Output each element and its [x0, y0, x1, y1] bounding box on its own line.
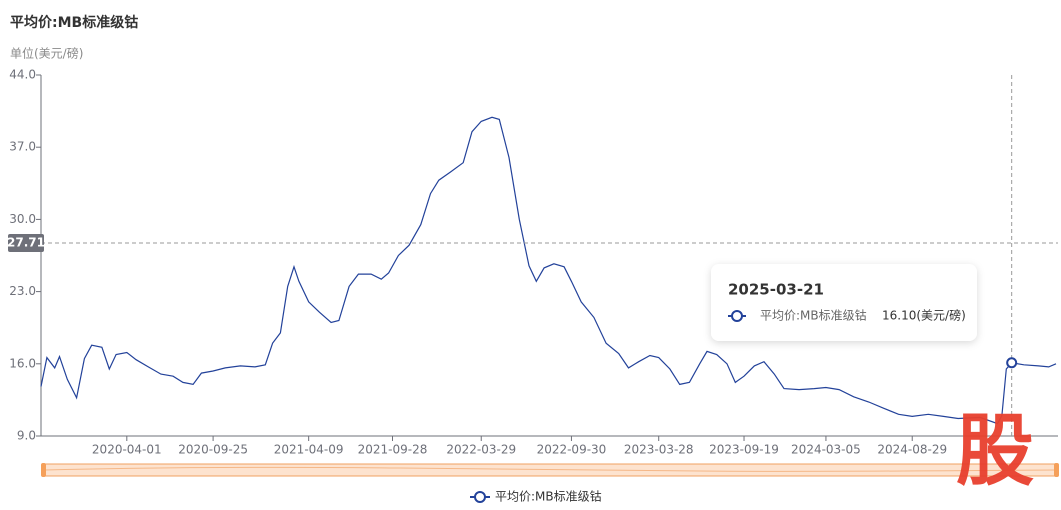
y-tick-label: 16.0: [9, 356, 36, 370]
tooltip-date: 2025-03-21: [728, 281, 824, 299]
zoom-handle[interactable]: [1054, 463, 1059, 477]
chart-title: 平均价:MB标准级钴: [10, 14, 138, 31]
hover-point: [1006, 357, 1018, 369]
tooltip: 2025-03-21 平均价:MB标准级钴 16.10(美元/磅): [711, 264, 977, 341]
y-tick-label: 44.0: [9, 68, 36, 82]
x-tick-label: 2021-09-28: [358, 443, 428, 457]
y-tick-label: 23.0: [9, 284, 36, 298]
y-tick-label: 9.0: [17, 429, 36, 443]
watermark: 股: [956, 406, 1034, 496]
unit-label: 单位(美元/磅): [10, 46, 83, 61]
tooltip-series-name: 平均价:MB标准级钴: [760, 308, 867, 323]
tooltip-value: 16.10(美元/磅): [882, 308, 966, 323]
x-tick-label: 2022-03-29: [446, 443, 516, 457]
x-tick-label: 2020-09-25: [178, 443, 248, 457]
crosshair-label-box: [8, 234, 44, 253]
y-tick-label: 30.0: [9, 212, 36, 226]
y-tick-label: 37.0: [9, 140, 36, 154]
x-tick-label: 2024-03-05: [791, 443, 861, 457]
legend-label: 平均价:MB标准级钴: [495, 489, 602, 504]
zoom-preview: [44, 466, 1057, 472]
zoom-handle[interactable]: [41, 463, 46, 477]
legend[interactable]: 平均价:MB标准级钴: [470, 489, 602, 504]
legend-marker: [474, 491, 486, 503]
crosshair-label: 27.71: [7, 236, 45, 250]
x-tick-label: 2020-04-01: [92, 443, 162, 457]
x-tick-label: 2022-09-30: [537, 443, 607, 457]
zoom-slider[interactable]: [41, 463, 1059, 477]
tooltip-box: [711, 264, 977, 341]
x-tick-label: 2023-09-19: [709, 443, 779, 457]
series-line: [40, 116, 1057, 425]
x-tick-label: 2023-03-28: [624, 443, 694, 457]
x-tick-label: 2024-08-29: [877, 443, 947, 457]
x-tick-label: 2021-04-09: [274, 443, 344, 457]
tooltip-legend-marker: [731, 310, 743, 322]
